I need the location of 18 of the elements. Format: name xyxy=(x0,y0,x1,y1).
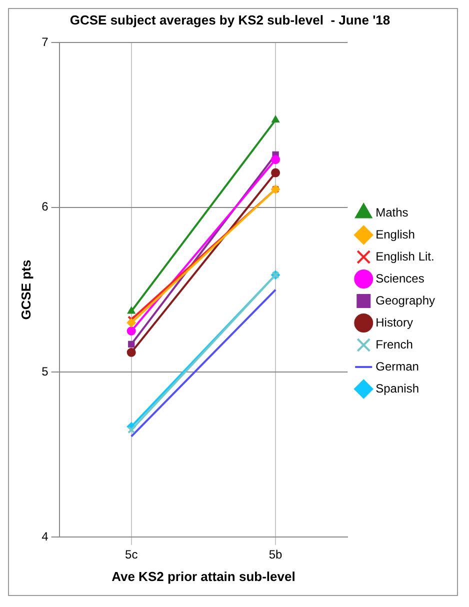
x-tick-label: 5c xyxy=(125,548,138,562)
y-tick-label: 4 xyxy=(42,529,49,544)
y-tick-label: 5 xyxy=(42,364,49,379)
x-axis-title: Ave KS2 prior attain sub-level xyxy=(112,568,296,584)
legend-label: English Lit. xyxy=(376,249,434,264)
legend-label: Geography xyxy=(376,293,435,308)
legend-label: History xyxy=(376,315,413,330)
y-tick-label: 6 xyxy=(42,200,49,214)
legend-label: English xyxy=(376,227,415,242)
legend-label: Maths xyxy=(376,205,408,220)
legend-label: French xyxy=(376,337,413,352)
y-tick-label: 7 xyxy=(42,34,49,49)
chart-title: GCSE subject averages by KS2 sub-level - June '18 xyxy=(70,12,390,28)
legend-label: German xyxy=(376,359,419,374)
y-axis-title: GCSE pts xyxy=(18,260,34,320)
x-tick-label: 5b xyxy=(268,548,283,562)
legend-label: Sciences xyxy=(376,271,424,286)
legend-label: Spanish xyxy=(376,381,419,396)
